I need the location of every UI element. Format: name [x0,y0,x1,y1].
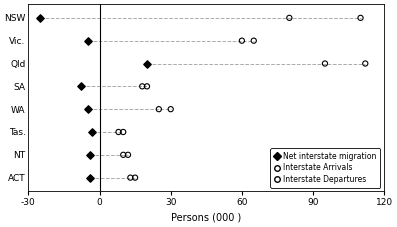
Point [251,39,257,42]
Legend: Net interstate migration, Interstate Arrivals, Interstate Departures: Net interstate migration, Interstate Arr… [270,148,380,188]
Point [87,176,93,180]
Point [286,16,293,20]
Point [132,176,138,180]
Point [115,130,121,134]
Point [322,62,328,65]
Point [77,84,84,88]
Point [127,176,133,180]
Point [357,16,364,20]
Point [85,39,91,42]
Point [37,16,43,20]
Point [120,153,126,157]
Point [362,62,368,65]
Point [120,130,126,134]
Point [168,107,174,111]
Point [139,84,145,88]
Point [89,130,96,134]
Point [239,39,245,42]
Point [125,153,131,157]
Point [156,107,162,111]
Point [144,84,150,88]
Point [144,62,150,65]
Point [85,107,91,111]
X-axis label: Persons (000 ): Persons (000 ) [171,213,241,223]
Point [87,153,93,157]
